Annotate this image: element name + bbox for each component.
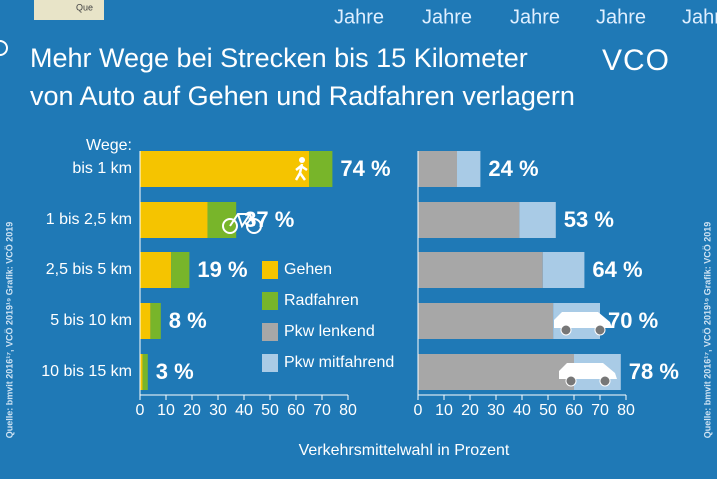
- bar-segment: [143, 354, 148, 390]
- value-label: 53 %: [564, 207, 614, 232]
- x-tick-label: 50: [261, 402, 279, 419]
- logo: VCO: [602, 44, 670, 77]
- x-tick-label: 0: [136, 402, 145, 419]
- x-tick-label: 20: [183, 402, 201, 419]
- legend-label: Radfahren: [284, 292, 359, 309]
- value-label: 78 %: [629, 359, 679, 384]
- legend-label: Pkw lenkend: [284, 323, 375, 340]
- value-label: 64 %: [592, 257, 642, 282]
- x-tick-label: 40: [513, 402, 531, 419]
- x-tick-label: 30: [487, 402, 505, 419]
- x-tick-label: 60: [565, 402, 583, 419]
- legend-swatch: [262, 354, 278, 372]
- source: Quelle: bmvit 2016¹⁷, VCÖ 2019¹⁹ Grafik:…: [702, 222, 712, 439]
- x-tick-label: 30: [209, 402, 227, 419]
- legend-swatch: [262, 292, 278, 310]
- category-label: 5 bis 10 km: [50, 312, 132, 329]
- bar-segment: [519, 202, 555, 238]
- x-tick-label: 40: [235, 402, 253, 419]
- bar-segment: [140, 252, 171, 288]
- bar-segment: [140, 202, 208, 238]
- header-text: Jahre: [422, 6, 472, 28]
- x-axis-label: Verkehrsmittelwahl in Prozent: [299, 442, 510, 459]
- x-tick-label: 60: [287, 402, 305, 419]
- infographic: Que Jahre Jahre Jahre Jahre Jahre Mehr W…: [0, 0, 717, 479]
- corner-badge: [34, 0, 104, 20]
- source: Quelle: bmvit 2016¹⁷, VCÖ 2019¹⁹ Grafik:…: [4, 222, 14, 439]
- x-tick-label: 0: [414, 402, 423, 419]
- header-text: Jahre: [334, 6, 384, 28]
- x-tick-label: 10: [157, 402, 175, 419]
- legend-label: Pkw mitfahrend: [284, 354, 394, 371]
- legend-swatch: [262, 323, 278, 341]
- value-label: 24 %: [488, 156, 538, 181]
- header-text: Jahre: [596, 6, 646, 28]
- bar-segment: [418, 202, 519, 238]
- value-label: 19 %: [197, 257, 247, 282]
- category-label: 10 bis 15 km: [41, 363, 132, 380]
- corner-tag: Que: [76, 2, 93, 12]
- header-text: Jahre: [510, 6, 560, 28]
- bar-segment: [418, 151, 457, 187]
- bar-segment: [309, 151, 332, 187]
- category-label: 2,5 bis 5 km: [46, 261, 132, 278]
- category-label: bis 1 km: [72, 160, 132, 177]
- bar-segment: [418, 354, 574, 390]
- value-label: 3 %: [156, 359, 194, 384]
- category-label: 1 bis 2,5 km: [46, 211, 132, 228]
- bar-segment: [457, 151, 480, 187]
- x-tick-label: 80: [617, 402, 635, 419]
- value-label: 8 %: [169, 308, 207, 333]
- bar-segment: [140, 303, 150, 339]
- edge-icon: [0, 41, 7, 55]
- header-text: Jahre: [682, 6, 717, 28]
- bar-segment: [543, 252, 585, 288]
- legend-swatch: [262, 261, 278, 279]
- x-tick-label: 10: [435, 402, 453, 419]
- category-header: Wege:: [86, 137, 132, 154]
- bar-segment: [418, 252, 543, 288]
- legend-label: Gehen: [284, 261, 332, 278]
- bar-segment: [140, 151, 309, 187]
- bar-segment: [171, 252, 189, 288]
- x-tick-label: 70: [313, 402, 331, 419]
- x-tick-label: 50: [539, 402, 557, 419]
- bar-segment: [418, 303, 553, 339]
- value-label: 70 %: [608, 308, 658, 333]
- title: von Auto auf Gehen und Radfahren verlage…: [30, 81, 575, 111]
- value-label: 74 %: [340, 156, 390, 181]
- title: Mehr Wege bei Strecken bis 15 Kilometer: [30, 43, 528, 73]
- bar-segment: [150, 303, 160, 339]
- x-tick-label: 20: [461, 402, 479, 419]
- x-tick-label: 80: [339, 402, 357, 419]
- x-tick-label: 70: [591, 402, 609, 419]
